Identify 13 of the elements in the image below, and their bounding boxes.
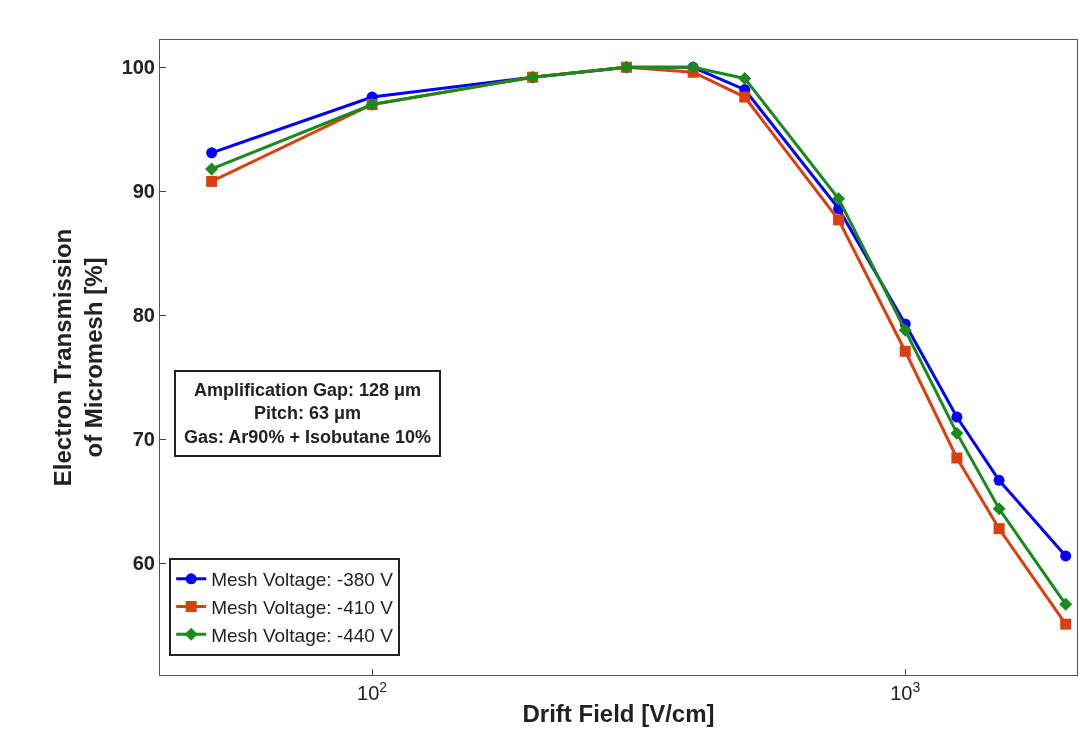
y-tick-label: 70 — [132, 428, 155, 451]
y-axis-title: Electron Transmission of Micromesh [%] — [48, 228, 107, 487]
x-axis-title: Drift Field [V/cm] — [522, 700, 715, 728]
y-tick-label: 100 — [121, 56, 155, 79]
x-tick-label: 10$^{3}$ — [890, 678, 921, 704]
legend-label: Mesh Voltage: -410 V — [211, 596, 394, 618]
y-tick-label: 60 — [132, 552, 155, 575]
x-tick-label: 10$^{2}$ — [357, 678, 388, 704]
legend-label: Mesh Voltage: -440 V — [211, 624, 394, 646]
y-tick-label: 80 — [132, 304, 155, 327]
legend-label: Mesh Voltage: -380 V — [211, 569, 394, 591]
y-tick-label: 90 — [132, 180, 155, 203]
annotation: Amplification Gap: 128 μm Pitch: 63 μm Gas: Ar90% + Isobutane 10% — [184, 380, 431, 447]
